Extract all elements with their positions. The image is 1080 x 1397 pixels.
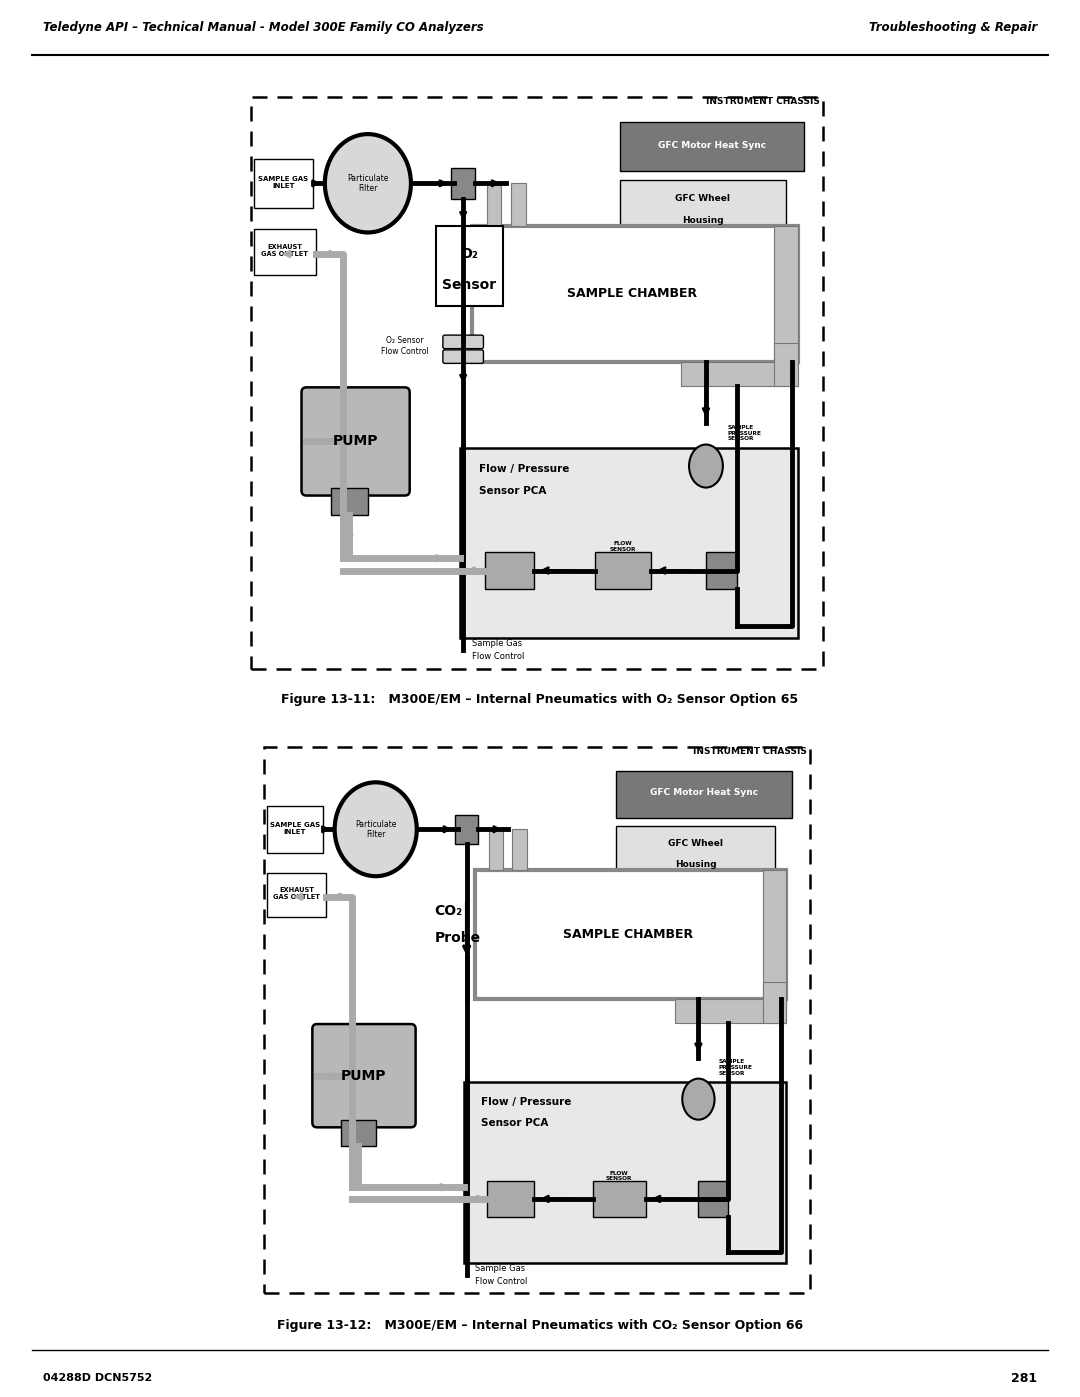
Text: Probe: Probe [434, 930, 481, 944]
Text: Figure 13-12:   M300E/EM – Internal Pneumatics with CO₂ Sensor Option 66: Figure 13-12: M300E/EM – Internal Pneuma… [276, 1319, 804, 1333]
FancyBboxPatch shape [762, 982, 786, 1023]
FancyBboxPatch shape [773, 226, 798, 362]
FancyBboxPatch shape [254, 159, 312, 208]
Text: SAMPLE GAS
INLET: SAMPLE GAS INLET [258, 176, 309, 189]
FancyBboxPatch shape [312, 1024, 416, 1127]
Text: PUMP: PUMP [333, 434, 378, 448]
FancyBboxPatch shape [595, 552, 650, 590]
Text: Particulate
Filter: Particulate Filter [355, 820, 396, 840]
Text: Housing: Housing [683, 215, 724, 225]
FancyBboxPatch shape [475, 870, 786, 999]
FancyBboxPatch shape [435, 226, 503, 306]
Text: GFC Wheel: GFC Wheel [669, 840, 723, 848]
Ellipse shape [689, 444, 723, 488]
Text: Sample Gas: Sample Gas [472, 638, 523, 648]
FancyBboxPatch shape [267, 806, 323, 852]
Text: EXHAUST
GAS OUTLET: EXHAUST GAS OUTLET [261, 244, 309, 257]
FancyBboxPatch shape [301, 387, 409, 496]
FancyBboxPatch shape [681, 362, 798, 386]
Text: Sensor PCA: Sensor PCA [478, 486, 545, 496]
Text: SAMPLE GAS
INLET: SAMPLE GAS INLET [270, 821, 320, 834]
Text: 04288D DCN5752: 04288D DCN5752 [43, 1373, 152, 1383]
Ellipse shape [325, 134, 410, 232]
FancyBboxPatch shape [463, 1081, 786, 1263]
Text: SAMPLE
PRESSURE
SENSOR: SAMPLE PRESSURE SENSOR [728, 425, 761, 441]
FancyBboxPatch shape [340, 1120, 376, 1146]
FancyBboxPatch shape [443, 335, 484, 349]
Text: 281: 281 [1011, 1372, 1037, 1384]
FancyBboxPatch shape [472, 226, 798, 362]
FancyBboxPatch shape [267, 873, 326, 918]
Text: FLOW
SENSOR: FLOW SENSOR [606, 1171, 633, 1182]
Text: INSTRUMENT CHASSIS: INSTRUMENT CHASSIS [706, 98, 820, 106]
Text: GFC Motor Heat Sync: GFC Motor Heat Sync [658, 141, 766, 149]
Text: PUMP: PUMP [341, 1069, 387, 1083]
Text: Flow / Pressure: Flow / Pressure [482, 1097, 571, 1106]
FancyBboxPatch shape [443, 349, 484, 363]
Ellipse shape [335, 782, 417, 876]
Text: SAMPLE CHAMBER: SAMPLE CHAMBER [567, 288, 698, 300]
FancyBboxPatch shape [593, 1182, 646, 1217]
Text: Sample Gas: Sample Gas [475, 1264, 526, 1273]
FancyBboxPatch shape [489, 830, 503, 870]
Text: Particulate
Filter: Particulate Filter [347, 173, 389, 193]
Text: Flow Control: Flow Control [472, 652, 525, 661]
Text: SAMPLE
PRESSURE
SENSOR: SAMPLE PRESSURE SENSOR [719, 1059, 753, 1076]
FancyBboxPatch shape [487, 1182, 535, 1217]
Text: Housing: Housing [675, 861, 716, 869]
FancyBboxPatch shape [706, 552, 737, 590]
FancyBboxPatch shape [460, 447, 798, 638]
Text: Troubleshooting & Repair: Troubleshooting & Repair [868, 21, 1037, 34]
Text: EXHAUST
GAS OUTLET: EXHAUST GAS OUTLET [273, 887, 320, 900]
Text: INSTRUMENT CHASSIS: INSTRUMENT CHASSIS [693, 747, 807, 756]
Text: SAMPLE CHAMBER: SAMPLE CHAMBER [563, 929, 693, 942]
FancyBboxPatch shape [620, 180, 786, 232]
FancyBboxPatch shape [455, 814, 478, 844]
FancyBboxPatch shape [485, 552, 534, 590]
FancyBboxPatch shape [254, 229, 315, 275]
FancyBboxPatch shape [450, 168, 475, 198]
Text: Sensor: Sensor [442, 278, 497, 292]
Text: GFC Wheel: GFC Wheel [675, 194, 730, 203]
FancyBboxPatch shape [699, 1182, 728, 1217]
FancyBboxPatch shape [620, 122, 805, 170]
FancyBboxPatch shape [617, 771, 793, 817]
Text: Teledyne API – Technical Manual - Model 300E Family CO Analyzers: Teledyne API – Technical Manual - Model … [43, 21, 484, 34]
Text: CO₂: CO₂ [434, 904, 462, 918]
FancyBboxPatch shape [512, 830, 527, 870]
Text: Figure 13-11:   M300E/EM – Internal Pneumatics with O₂ Sensor Option 65: Figure 13-11: M300E/EM – Internal Pneuma… [282, 693, 798, 707]
FancyBboxPatch shape [617, 827, 774, 876]
Text: FLOW
SENSOR: FLOW SENSOR [610, 541, 636, 552]
Text: O₂ Sensor
Flow Control: O₂ Sensor Flow Control [381, 337, 429, 356]
FancyBboxPatch shape [486, 183, 501, 226]
Ellipse shape [683, 1078, 715, 1120]
FancyBboxPatch shape [675, 999, 786, 1023]
Text: Flow Control: Flow Control [475, 1277, 528, 1285]
Text: O₂: O₂ [460, 247, 478, 261]
FancyBboxPatch shape [762, 870, 786, 999]
FancyBboxPatch shape [773, 344, 798, 386]
FancyBboxPatch shape [330, 488, 368, 515]
Text: GFC Motor Heat Sync: GFC Motor Heat Sync [650, 788, 758, 798]
FancyBboxPatch shape [511, 183, 526, 226]
Text: Flow / Pressure: Flow / Pressure [478, 464, 569, 474]
Text: Sensor PCA: Sensor PCA [482, 1118, 549, 1127]
